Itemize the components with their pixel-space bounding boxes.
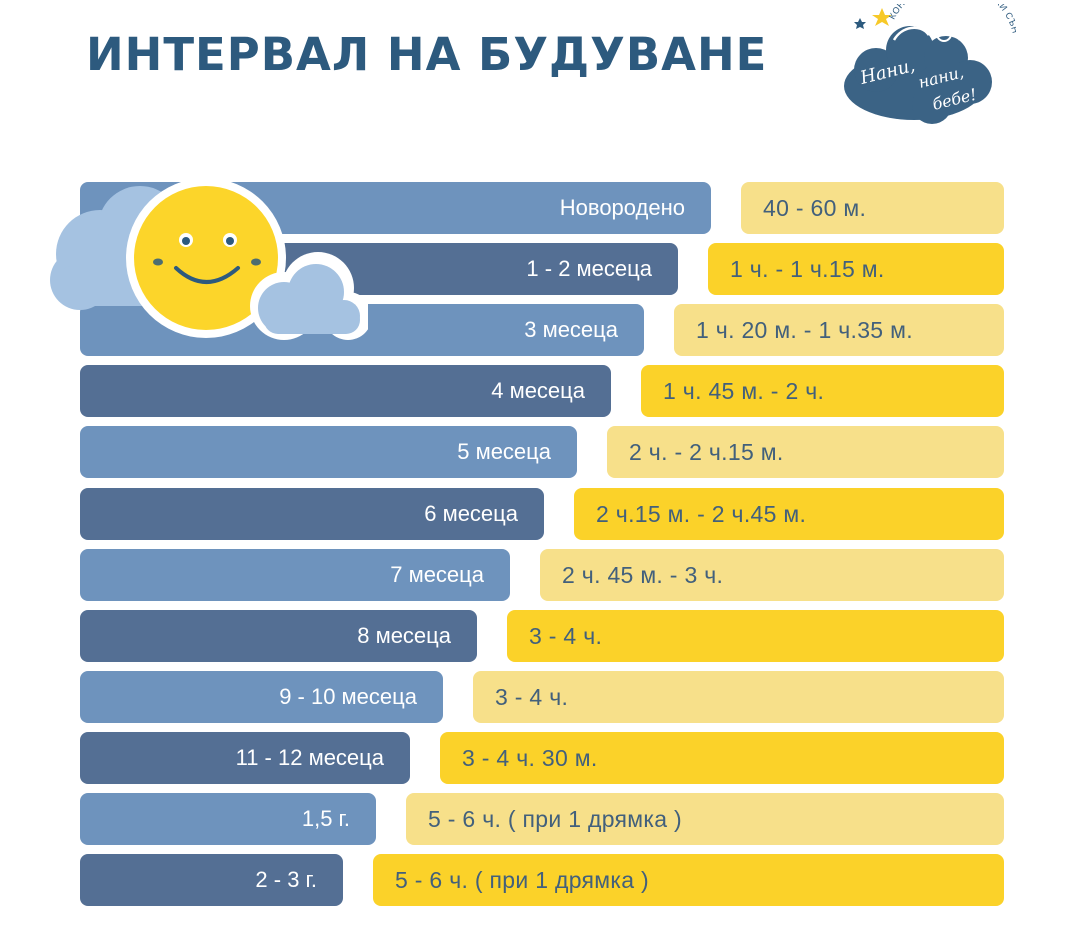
- front-cloud-icon: [250, 252, 368, 340]
- interval-bar: 1 ч. - 1 ч.15 м.: [708, 243, 1004, 295]
- logo-stars-icon: [854, 8, 892, 29]
- interval-bar: 2 ч. 45 м. - 3 ч.: [540, 549, 1004, 601]
- sun-and-clouds-illustration: [50, 178, 368, 340]
- sun-icon: [126, 178, 286, 338]
- interval-bar: 1 ч. 20 м. - 1 ч.35 м.: [674, 304, 1004, 356]
- age-bar: 6 месеца: [80, 488, 544, 540]
- age-bar: 4 месеца: [80, 365, 611, 417]
- sun-smile-icon: [174, 266, 240, 284]
- sun-eyes-icon: [179, 233, 237, 247]
- interval-bar: 3 - 4 ч. 30 м.: [440, 732, 1004, 784]
- age-bar: 8 месеца: [80, 610, 477, 662]
- age-bar: 11 - 12 месеца: [80, 732, 410, 784]
- interval-bar: 2 ч.15 м. - 2 ч.45 м.: [574, 488, 1004, 540]
- logo-sleeping-baby-icon: [892, 26, 962, 42]
- logo-cloud: [844, 26, 992, 124]
- logo: КОНСУЛТАЦИИ ПО ДЕТСКИ СЪН Нани, нани, бе…: [844, 4, 1016, 124]
- sun-cheeks-icon: [153, 258, 261, 266]
- age-bar: 1,5 г.: [80, 793, 376, 845]
- age-bar: 2 - 3 г.: [80, 854, 343, 906]
- interval-bar: 5 - 6 ч. ( при 1 дрямка ): [373, 854, 1004, 906]
- age-bar: 7 месеца: [80, 549, 510, 601]
- interval-bar: 2 ч. - 2 ч.15 м.: [607, 426, 1004, 478]
- age-bar: 5 месеца: [80, 426, 577, 478]
- interval-bar: 3 - 4 ч.: [507, 610, 1004, 662]
- interval-bar: 5 - 6 ч. ( при 1 дрямка ): [406, 793, 1004, 845]
- interval-bar: 3 - 4 ч.: [473, 671, 1004, 723]
- interval-bar: 40 - 60 м.: [741, 182, 1004, 234]
- age-bar: 9 - 10 месеца: [80, 671, 443, 723]
- page-title: ИНТЕРВАЛ НА БУДУВАНЕ: [86, 28, 768, 81]
- interval-bar: 1 ч. 45 м. - 2 ч.: [641, 365, 1004, 417]
